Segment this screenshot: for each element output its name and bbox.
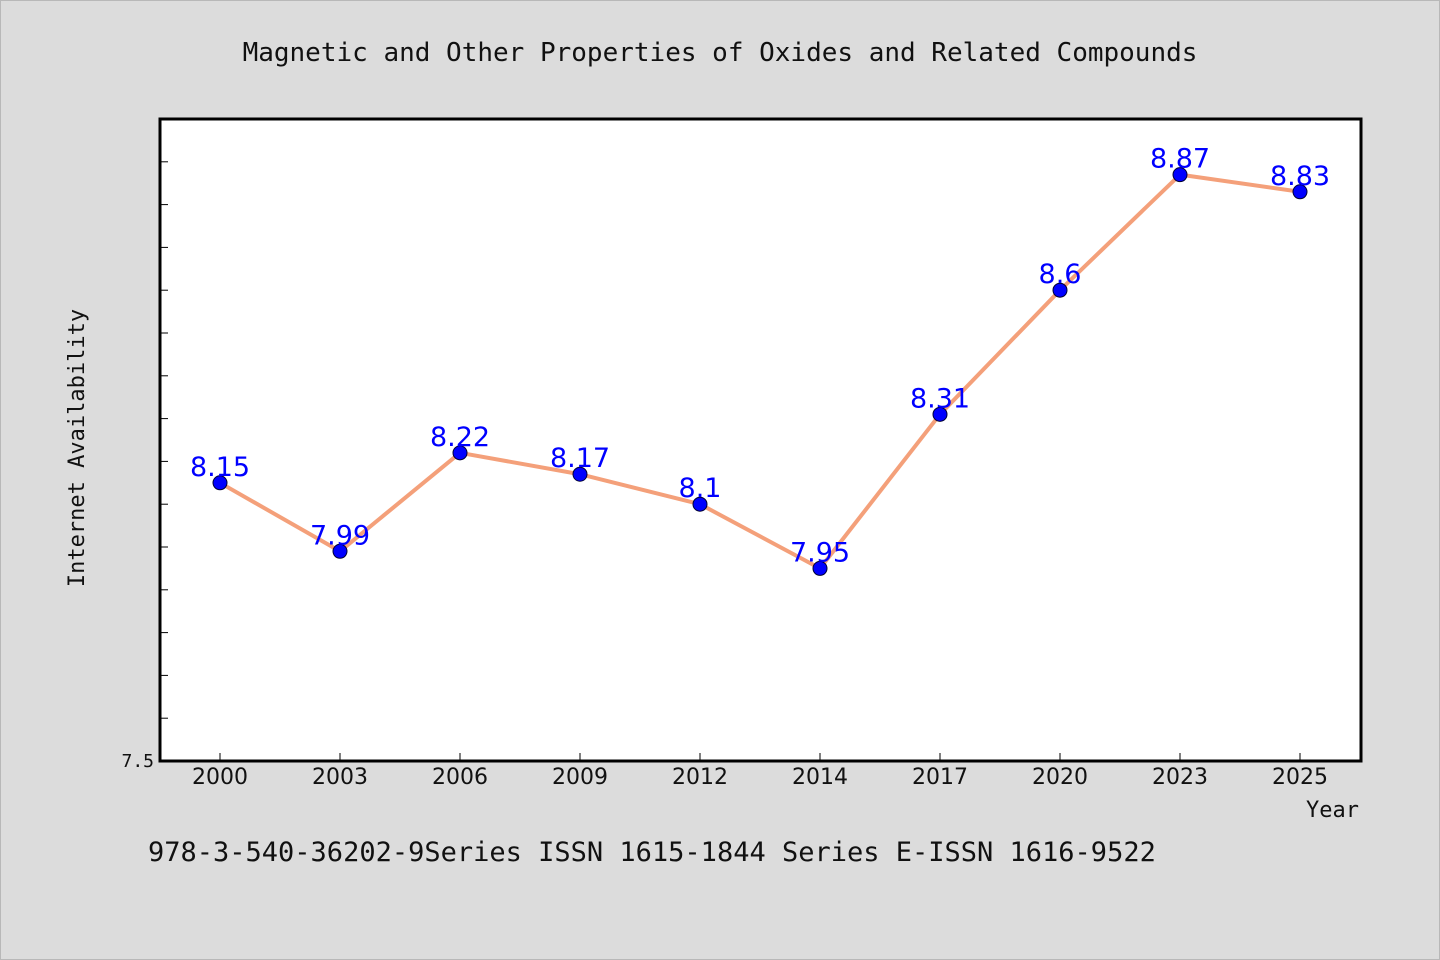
series-line [218,172,1302,571]
x-axis-label: Year [1306,798,1359,823]
data-point [332,543,348,559]
data-point [812,560,828,576]
x-tick-label: 2014 [792,765,848,790]
x-tick-label: 2017 [912,765,968,790]
data-point [692,496,708,512]
data-label: 7.99 [310,520,370,551]
y-axis-tick-labels: 7.5 [121,751,154,772]
plot-area [158,117,1363,763]
y-axis-ticks [160,161,168,719]
x-tick-label: 2009 [552,765,608,790]
x-tick-label: 2020 [1032,765,1088,790]
data-label: 8.83 [1270,161,1330,192]
data-point [1172,167,1188,183]
x-tick-label: 2006 [432,765,488,790]
data-point [1052,282,1068,298]
data-label: 8.31 [910,383,970,414]
series-line-group [218,172,1302,571]
x-tick-label: 2012 [672,765,728,790]
footer-isbn-issn: 978-3-540-36202-9Series ISSN 1615-1844 S… [148,837,1156,868]
data-label: 8.17 [550,443,610,474]
chart-title: Magnetic and Other Properties of Oxides … [243,38,1198,68]
data-label: 8.1 [679,473,722,504]
x-tick-label: 2000 [192,765,248,790]
x-tick-label: 2023 [1152,765,1208,790]
y-tick-label: 7.5 [121,751,154,772]
data-label: 8.6 [1039,259,1082,290]
data-label: 7.95 [790,537,850,568]
data-point [572,466,588,482]
data-point [932,406,948,422]
data-point [212,475,228,491]
y-axis-label: Internet Availability [65,309,90,587]
x-tick-label: 2003 [312,765,368,790]
data-markers [212,167,1308,576]
data-label: 8.87 [1150,144,1210,175]
x-axis-ticks [219,753,1301,761]
data-point [1292,184,1308,200]
data-label: 8.22 [430,422,490,453]
x-tick-label: 2025 [1272,765,1328,790]
data-label: 8.15 [190,452,250,483]
data-labels: 8.15 7.99 8.22 8.17 8.1 7.95 8.31 8.6 8.87 8.83 [190,144,1330,569]
x-axis-tick-labels: 2000 2003 2006 2009 2012 2014 2017 2020 2023 2025 [192,765,1328,790]
data-point [452,445,468,461]
